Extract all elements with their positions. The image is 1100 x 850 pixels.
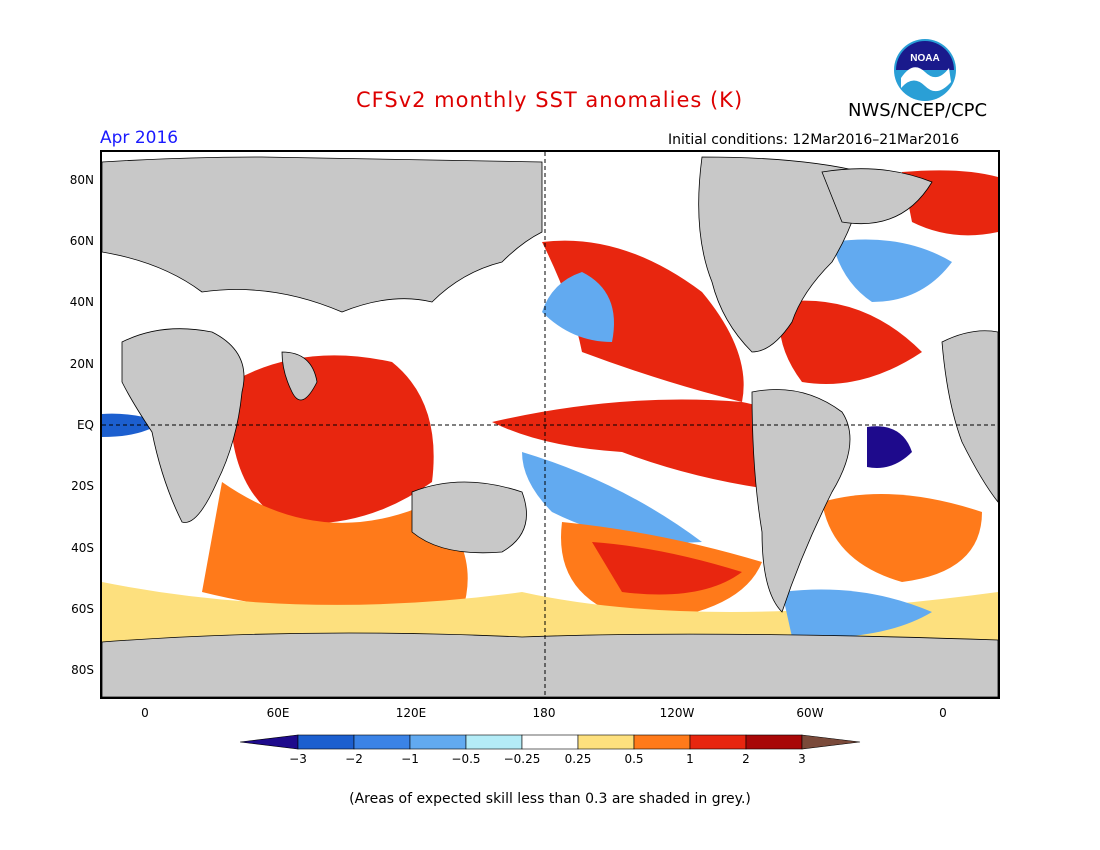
continents [102,156,998,697]
forecast-month: Apr 2016 [100,128,179,148]
lat-label-60n: 60N [69,234,94,248]
logo-bird-shape [901,67,951,92]
lat-label-40n: 40N [69,295,94,309]
lat-label-60s: 60S [71,602,94,616]
colorbar-bin-1-2 [689,734,747,750]
cbar-label-1: 1 [686,752,694,766]
greenland [821,168,933,225]
agency-label: NWS/NCEP/CPC [848,100,988,121]
cbar-label-025: 0.25 [564,752,592,766]
colorbar-bin-05-1 [633,734,691,750]
africa [121,328,245,523]
colorbar-bin-2-3 [745,734,803,750]
cbar-label-neg2: −2 [345,752,363,766]
lon-label-120e: 120E [395,706,427,720]
lat-label-40s: 40S [71,541,94,555]
antarctica [102,632,998,697]
skill-note: (Areas of expected skill less than 0.3 a… [349,791,751,807]
colorbar-bin-neg1-neg05 [409,734,467,750]
lon-label-60e: 60E [266,706,290,720]
lon-label-180: 180 [532,706,556,720]
cbar-label-05: 0.5 [624,752,644,766]
noaa-logo: NOAA [894,39,956,101]
cbar-label-3: 3 [798,752,806,766]
colorbar-bin-neg3-neg2 [297,734,355,750]
chart-title: CFSv2 monthly SST anomalies (K) [356,88,744,112]
colorbar-bin-neg2-neg1 [353,734,411,750]
africa-east-edge [941,330,998,503]
colorbar-bin-gt-3 [801,734,861,750]
eurasia [102,156,543,313]
cbar-label-neg05: −0.5 [451,752,481,766]
lon-label-0-right: 0 [939,706,947,720]
map-canvas [102,152,998,697]
colorbar-bin-025-05 [577,734,635,750]
south-america [751,389,851,613]
lat-label-20s: 20S [71,479,94,493]
cbar-label-2: 2 [742,752,750,766]
cbar-label-neg025: −0.25 [503,752,541,766]
lat-label-eq: EQ [76,418,94,432]
lon-label-60w: 60W [796,706,824,720]
cbar-label-neg1: −1 [401,752,419,766]
lat-label-80n: 80N [69,173,94,187]
colorbar-bin-neutral [521,734,579,750]
india [281,351,318,401]
initial-conditions: Initial conditions: 12Mar2016–21Mar2016 [668,132,960,148]
sst-anomaly-map [100,150,1000,699]
lat-label-80s: 80S [71,663,94,677]
cbar-label-neg3: −3 [289,752,307,766]
lat-label-20n: 20N [69,357,94,371]
colorbar-bin-lt-neg3 [240,734,299,750]
colorbar-bin-neg05-neg025 [465,734,523,750]
australia [411,481,527,554]
lon-label-120w: 120W [659,706,695,720]
lon-label-0-left: 0 [141,706,149,720]
colorbar [240,734,861,750]
logo-text: NOAA [910,53,939,64]
logo-top-half [896,41,954,70]
north-america [698,156,863,353]
